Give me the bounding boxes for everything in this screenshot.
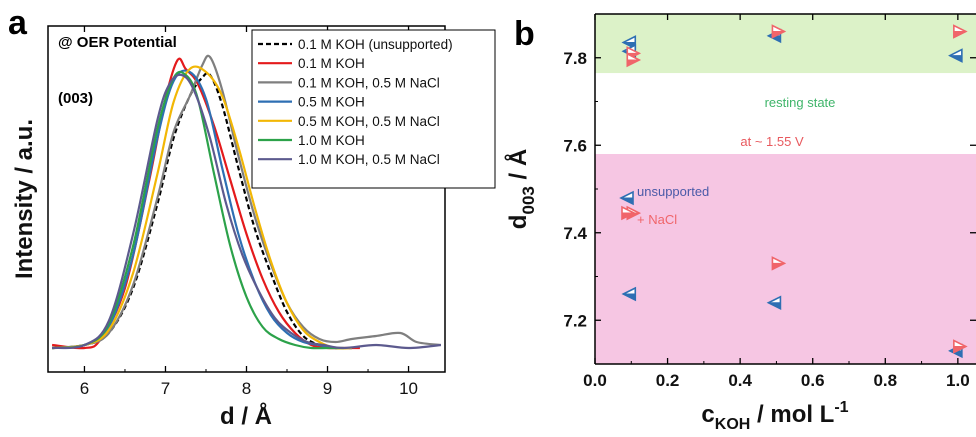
x-axis-title-unit: / mol L bbox=[750, 401, 834, 428]
y-tick-label-b: 7.8 bbox=[563, 49, 587, 68]
legend-label-4: 0.5 M KOH, 0.5 M NaCl bbox=[298, 114, 440, 129]
x-tick-label: 9 bbox=[323, 379, 332, 398]
data-point-unsupported-4-fill bbox=[623, 293, 636, 301]
y-axis-title-a: Intensity / a.u. bbox=[11, 119, 38, 279]
data-point-unsupported-5-fill bbox=[768, 302, 781, 310]
x-axis-title-sub: KOH bbox=[715, 416, 751, 433]
series-line-2 bbox=[51, 54, 442, 350]
data-point-nacl-1 bbox=[626, 52, 642, 68]
panel-label-b: b bbox=[514, 15, 535, 53]
x-axis-title-sup: -1 bbox=[834, 399, 848, 416]
band-1 bbox=[595, 154, 976, 364]
data-point-unsupported-3-fill bbox=[949, 55, 963, 63]
legend-label-2: 0.1 M KOH, 0.5 M NaCl bbox=[298, 75, 440, 90]
x-tick-label: 7 bbox=[161, 379, 170, 398]
series-line-3 bbox=[51, 69, 352, 350]
data-point-nacl-6 bbox=[953, 339, 968, 354]
x-tick-label: 8 bbox=[242, 379, 251, 398]
x-tick-label-b: 0.8 bbox=[873, 371, 897, 390]
y-axis-title-main: d bbox=[505, 215, 532, 230]
legend-label-5: 1.0 M KOH bbox=[298, 133, 365, 148]
series-line-6 bbox=[51, 73, 442, 350]
x-tick-label-b: 0.6 bbox=[801, 371, 825, 390]
legend-label-0: 0.1 M KOH (unsupported) bbox=[298, 37, 453, 52]
x-tick-label-b: 0.2 bbox=[656, 371, 680, 390]
y-tick-label-b: 7.2 bbox=[563, 311, 587, 330]
y-tick-label-b: 7.4 bbox=[563, 224, 587, 243]
y-tick-label-b: 7.6 bbox=[563, 136, 587, 155]
data-point-nacl-1-fill bbox=[626, 59, 640, 67]
panel-b: resting state at ~ 1.55 V 0.0 0.2 0.4 0.6 0.8 1… bbox=[504, 13, 976, 433]
series-line-4 bbox=[51, 65, 352, 350]
y-axis-title-unit: / Å bbox=[504, 149, 532, 186]
legend-label-1: 0.1 M KOH bbox=[298, 56, 365, 71]
annotation-oer-potential: @ OER Potential bbox=[58, 34, 177, 51]
legend-marker-unsupported bbox=[619, 190, 634, 206]
band-0 bbox=[595, 14, 976, 74]
x-axis-title-a: d / Å bbox=[220, 402, 272, 430]
data-point-nacl-5 bbox=[771, 256, 787, 271]
data-point-unsupported-5 bbox=[766, 295, 782, 311]
legend-label-3: 0.5 M KOH bbox=[298, 95, 365, 110]
y-axis-title-b: d003 / Å bbox=[504, 149, 538, 229]
data-point-nacl-3-fill bbox=[953, 31, 967, 39]
series-line-5 bbox=[51, 70, 344, 350]
data-point-nacl-5-fill bbox=[771, 262, 785, 271]
data-point-unsupported-4 bbox=[621, 286, 637, 302]
legend-marker-unsupported-fill bbox=[620, 197, 634, 205]
legend-label-nacl: + NaCl bbox=[637, 212, 677, 227]
data-point-nacl-2 bbox=[771, 24, 787, 39]
data-point-nacl-6-fill bbox=[953, 346, 967, 354]
x-tick-label: 10 bbox=[399, 379, 418, 398]
band-label-potential: at ~ 1.55 V bbox=[740, 134, 804, 149]
x-tick-label-b: 1.0 bbox=[946, 371, 970, 390]
x-tick-label-b: 0.0 bbox=[583, 371, 607, 390]
x-axis-title-b: cKOH / mol L-1 bbox=[701, 399, 848, 433]
data-point-unsupported-3 bbox=[948, 48, 963, 63]
x-axis-title-main: c bbox=[701, 401, 714, 428]
band-label-resting: resting state bbox=[765, 95, 836, 110]
x-tick-label: 6 bbox=[80, 379, 89, 398]
legend-box bbox=[251, 29, 496, 189]
legend-marker-nacl bbox=[621, 205, 636, 221]
panel-label-a: a bbox=[8, 4, 28, 42]
legend-label-6: 1.0 M KOH, 0.5 M NaCl bbox=[298, 152, 440, 167]
y-axis-title-sub: 003 bbox=[519, 186, 538, 214]
annotation-reflection: (003) bbox=[58, 90, 93, 107]
panel-a: 6 7 8 9 10 d / Å Intensity / a.u. a @ OER Potent… bbox=[8, 4, 496, 430]
legend-label-unsupported: unsupported bbox=[637, 184, 709, 199]
x-tick-label-b: 0.4 bbox=[728, 371, 752, 390]
legend-marker-nacl-fill bbox=[621, 212, 635, 220]
data-point-nacl-2-fill bbox=[771, 31, 785, 39]
data-point-nacl-3 bbox=[953, 24, 968, 39]
